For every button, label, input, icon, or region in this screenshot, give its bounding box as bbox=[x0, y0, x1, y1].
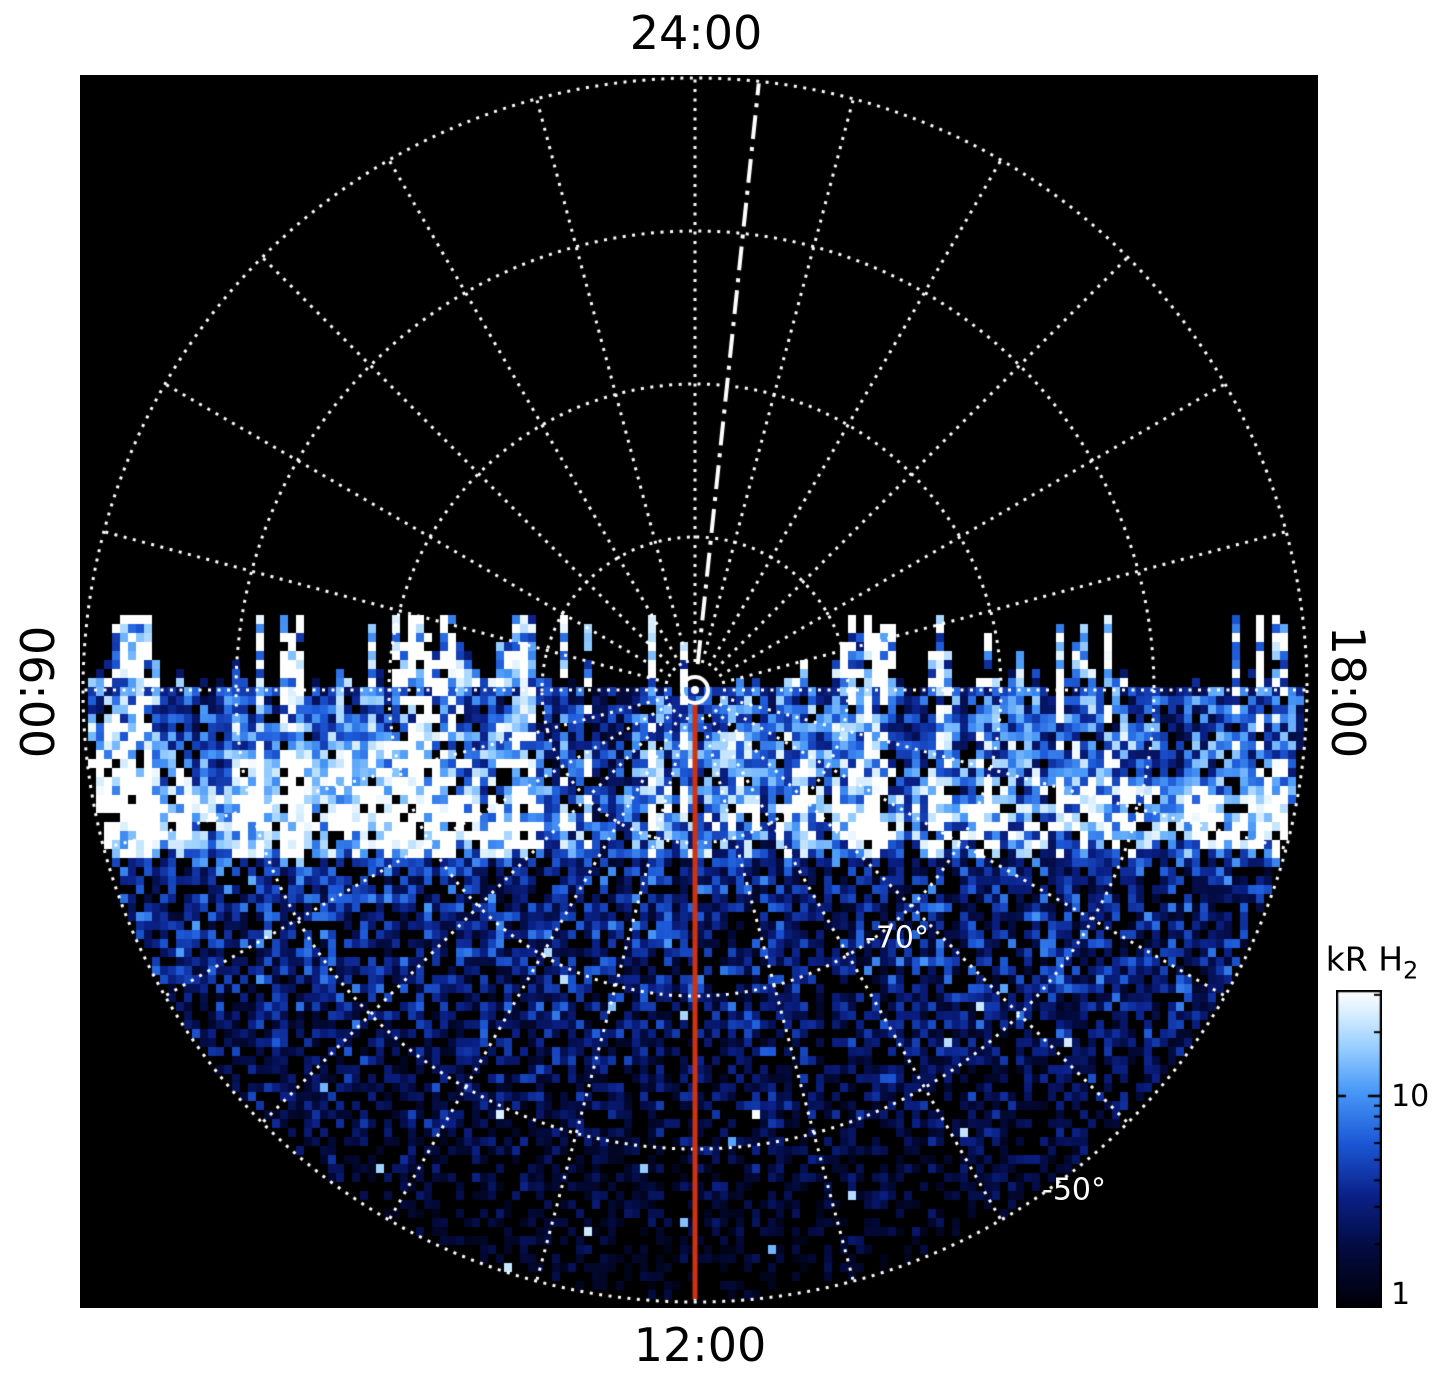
time-label-0600: 06:00 bbox=[9, 625, 63, 759]
colorbar-tick-1: 1 bbox=[1391, 1277, 1411, 1312]
time-label-2400: 24:00 bbox=[629, 6, 763, 60]
time-label-1800: 18:00 bbox=[1321, 625, 1375, 759]
plot-area: -70° -50° bbox=[80, 75, 1318, 1308]
colorbar-title-text: kR H bbox=[1325, 939, 1404, 979]
latitude-label-50: -50° bbox=[1042, 1172, 1106, 1208]
colorbar-title: kR H2 bbox=[1326, 940, 1419, 985]
colorbar-tick-10: 10 bbox=[1391, 1079, 1430, 1114]
polar-map-canvas bbox=[80, 75, 1318, 1308]
colorbar-canvas bbox=[1336, 990, 1382, 1308]
colorbar-title-subscript: 2 bbox=[1403, 956, 1419, 985]
time-label-1200: 12:00 bbox=[633, 1318, 767, 1372]
latitude-label-70: -70° bbox=[865, 920, 929, 956]
